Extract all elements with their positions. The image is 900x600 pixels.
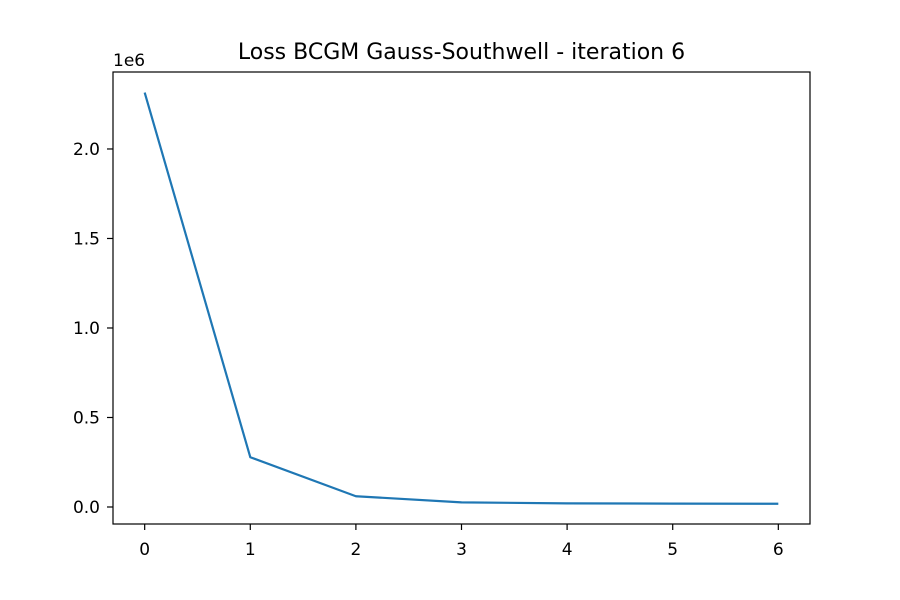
x-tick-label: 3 — [456, 540, 467, 560]
x-tick-label: 6 — [773, 540, 784, 560]
y-tick-label: 1.0 — [73, 319, 100, 339]
x-tick-label: 0 — [139, 540, 150, 560]
series-layer — [143, 92, 779, 505]
y-tick-label: 0.5 — [73, 408, 100, 428]
y-tick-label: 0.0 — [73, 498, 100, 518]
x-tick-label: 2 — [350, 540, 361, 560]
y-tick-label: 1.5 — [73, 229, 100, 249]
y-axis-offset-label: 1e6 — [113, 51, 145, 71]
y-axis-ticks: 0.0 0.5 1.0 1.5 2.0 — [73, 140, 113, 518]
plot-area-frame — [112, 71, 811, 525]
chart-title: Loss BCGM Gauss-Southwell - iteration 6 — [238, 40, 685, 65]
y-tick-label: 2.0 — [73, 140, 100, 160]
x-tick-label: 1 — [245, 540, 256, 560]
x-tick-label: 5 — [667, 540, 678, 560]
x-tick-label: 4 — [562, 540, 573, 560]
x-axis-ticks: 0 1 2 3 4 5 6 — [139, 524, 784, 560]
